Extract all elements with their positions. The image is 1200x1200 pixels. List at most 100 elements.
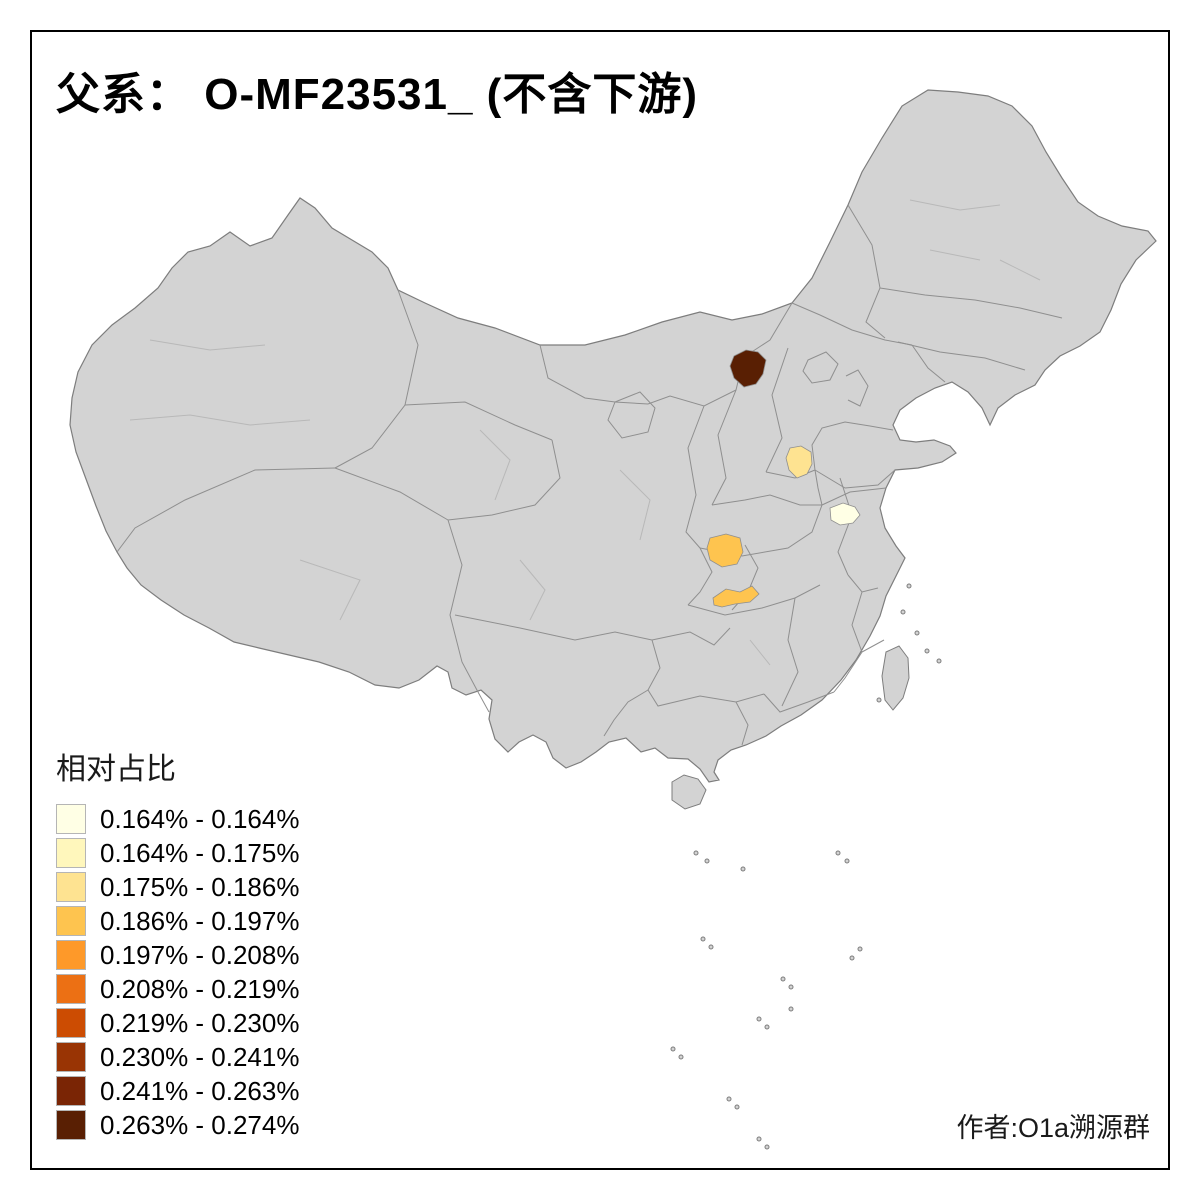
island-dot xyxy=(734,1104,740,1110)
island-dot xyxy=(764,1144,770,1150)
legend-label: 0.230% - 0.241% xyxy=(100,1041,300,1072)
province-border xyxy=(897,341,1026,371)
china-landmass-group xyxy=(69,89,1157,810)
legend-label: 0.164% - 0.175% xyxy=(100,837,300,868)
legend-swatch xyxy=(56,906,86,936)
prefecture-border xyxy=(619,469,651,541)
province-border xyxy=(911,344,946,383)
map-highlight-region-4 xyxy=(706,533,744,568)
province-border xyxy=(711,494,822,506)
province-border xyxy=(814,469,896,489)
legend-swatch xyxy=(56,872,86,902)
province-border xyxy=(447,519,490,713)
legend-swatch xyxy=(56,1042,86,1072)
legend-item: 0.263% - 0.274% xyxy=(56,1108,299,1142)
legend-item: 0.164% - 0.175% xyxy=(56,836,299,870)
province-border xyxy=(685,405,705,549)
prefecture-border xyxy=(299,559,361,621)
island-dot xyxy=(849,955,855,961)
map-highlight-region-2 xyxy=(785,445,813,479)
province-border xyxy=(879,287,1063,319)
island-dot xyxy=(670,1046,676,1052)
map-highlight-region-1 xyxy=(729,349,767,388)
sea-islands-group xyxy=(670,583,942,1150)
legend-label: 0.175% - 0.186% xyxy=(100,871,300,902)
island-dot xyxy=(764,1024,770,1030)
province-border xyxy=(687,547,713,606)
island-dot xyxy=(740,866,746,872)
island-dot xyxy=(857,946,863,952)
province-border xyxy=(539,344,616,403)
prefecture-border xyxy=(909,199,1001,211)
legend-item: 0.164% - 0.164% xyxy=(56,802,299,836)
island-dot xyxy=(936,658,942,664)
province-border xyxy=(861,639,885,653)
legend-swatch xyxy=(56,804,86,834)
province-border xyxy=(699,469,823,557)
province-border xyxy=(614,302,793,407)
island-dot xyxy=(704,858,710,864)
island-dot xyxy=(914,630,920,636)
island-dot xyxy=(906,583,912,589)
island-dot xyxy=(924,648,930,654)
legend-swatch xyxy=(56,1008,86,1038)
island-dot xyxy=(708,944,714,950)
island-dot xyxy=(693,850,699,856)
legend-swatch xyxy=(56,1076,86,1106)
island-dot xyxy=(678,1054,684,1060)
province-border xyxy=(821,487,887,506)
island-dot xyxy=(876,697,882,703)
province-border xyxy=(687,584,821,616)
province-border xyxy=(837,477,853,576)
island-dot xyxy=(788,1006,794,1012)
legend-label: 0.241% - 0.263% xyxy=(100,1075,300,1106)
province-border xyxy=(454,614,653,641)
province-border xyxy=(603,689,649,737)
province-border xyxy=(735,701,749,746)
island-dot xyxy=(844,858,850,864)
taiwan-island xyxy=(881,645,910,711)
map-highlight-region-5 xyxy=(712,585,760,608)
province-border xyxy=(651,627,731,646)
legend-label: 0.164% - 0.164% xyxy=(100,803,300,834)
legend-swatch xyxy=(56,974,86,1004)
province-border xyxy=(802,351,839,384)
island-dot xyxy=(780,976,786,982)
legend-item: 0.241% - 0.263% xyxy=(56,1074,299,1108)
island-dot xyxy=(756,1016,762,1022)
highlighted-prefectures-group xyxy=(706,349,861,608)
legend-item: 0.219% - 0.230% xyxy=(56,1006,299,1040)
legend-item: 0.208% - 0.219% xyxy=(56,972,299,1006)
legend-item: 0.197% - 0.208% xyxy=(56,938,299,972)
province-border xyxy=(765,347,789,473)
prefecture-border xyxy=(519,559,546,621)
legend-title: 相对占比 xyxy=(56,753,176,786)
china-mainland xyxy=(69,89,1157,783)
province-border xyxy=(447,439,561,521)
province-border xyxy=(116,467,336,553)
legend-swatch xyxy=(56,1110,86,1140)
island-dot xyxy=(900,609,906,615)
legend-label: 0.219% - 0.230% xyxy=(100,1007,300,1038)
province-border xyxy=(845,369,869,407)
island-dot xyxy=(700,936,706,942)
province-border xyxy=(711,389,737,506)
hainan-island xyxy=(671,774,707,810)
island-dot xyxy=(788,984,794,990)
legend-item: 0.175% - 0.186% xyxy=(56,870,299,904)
prefecture-border xyxy=(999,259,1041,281)
legend-label: 0.263% - 0.274% xyxy=(100,1109,300,1140)
legend-label: 0.186% - 0.197% xyxy=(100,905,300,936)
prefecture-border xyxy=(479,429,511,501)
province-border xyxy=(781,597,799,707)
prefecture-border xyxy=(749,639,771,666)
legend-item: 0.186% - 0.197% xyxy=(56,904,299,938)
legend-item: 0.230% - 0.241% xyxy=(56,1040,299,1074)
island-dot xyxy=(726,1096,732,1102)
legend: 相对占比 0.164% - 0.164% 0.164% - 0.175% 0.1… xyxy=(56,744,299,1142)
province-border xyxy=(334,467,449,521)
prefecture-border xyxy=(149,339,266,351)
province-border xyxy=(791,302,913,346)
page-title: 父系： O-MF23531_ (不含下游) xyxy=(56,70,698,119)
